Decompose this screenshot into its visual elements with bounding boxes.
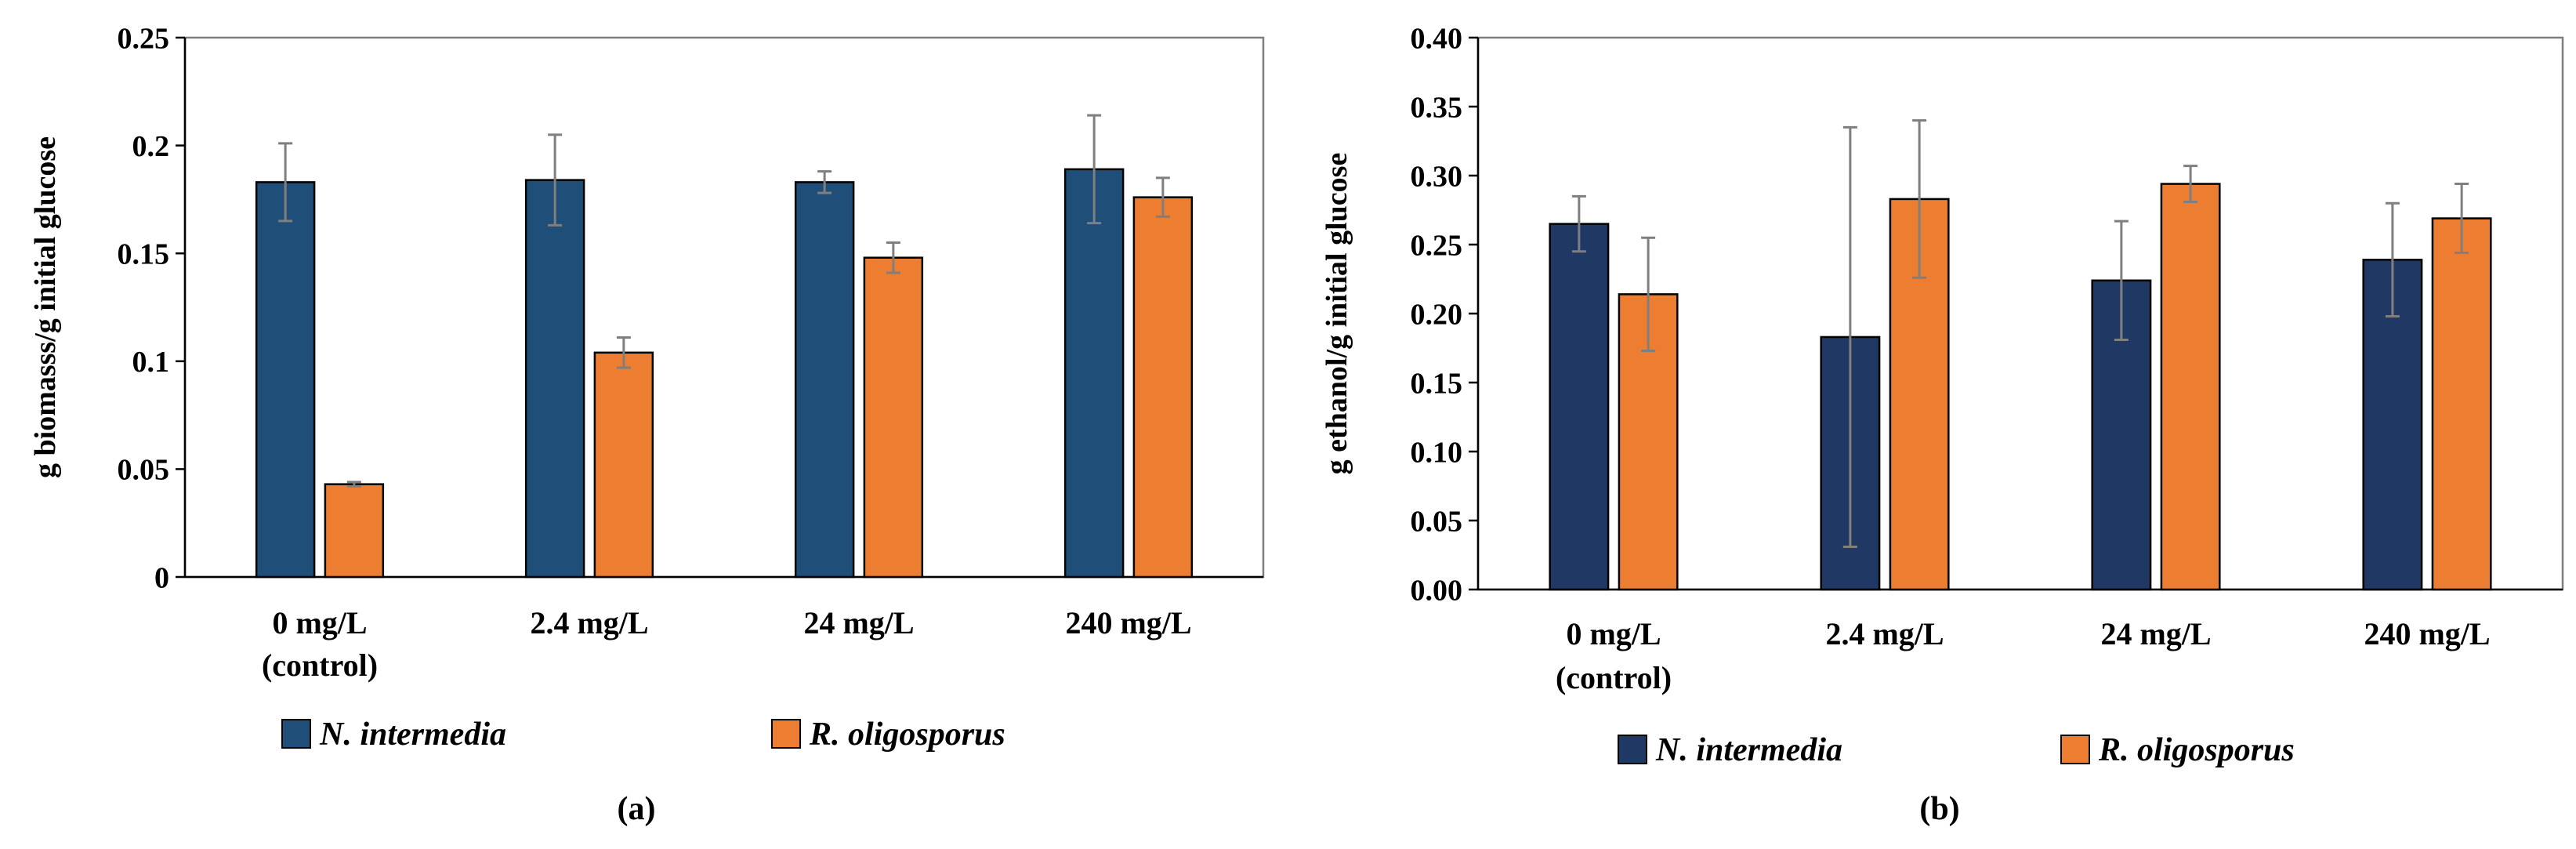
chart-panel-a: 0 0.05 0.1 0.15 0.2 0.25 g biomasss/g initial …	[29, 22, 1265, 827]
y-tick-label: 0	[154, 561, 169, 594]
y-axis-title: g ethanol/g initial glucose	[1321, 153, 1353, 475]
y-axis-title: g biomasss/g initial glucose	[29, 136, 62, 478]
y-tick-label: 0.05	[118, 454, 170, 487]
legend-label: N. intermedia	[319, 717, 506, 753]
bar	[2431, 217, 2492, 591]
y-tick-label: 0.1	[132, 346, 170, 379]
x-tick-label: 2.4 mg/L	[1825, 616, 1944, 651]
y-tick-label: 0.2	[132, 130, 170, 163]
y-tick-label: 0.10	[1411, 436, 1463, 469]
bar	[1132, 196, 1194, 579]
bar	[2160, 183, 2221, 591]
y-tick-label: 0.15	[1411, 367, 1463, 400]
y-tick-label: 0.25	[118, 22, 170, 55]
bar	[255, 181, 316, 579]
legend-label: N. intermedia	[1655, 732, 1842, 768]
bar	[593, 351, 654, 579]
legend-swatch	[281, 719, 311, 749]
panel-label: (b)	[1919, 791, 1959, 827]
bar	[1549, 223, 1610, 591]
legend-swatch	[1618, 735, 1647, 764]
y-tick-label: 0.00	[1411, 574, 1463, 607]
bar	[863, 256, 924, 579]
legend-label: R. oligosporus	[809, 717, 1005, 753]
legend-label: R. oligosporus	[2098, 732, 2295, 768]
legend-swatch	[771, 719, 801, 749]
legend-swatch	[2060, 735, 2090, 764]
x-tick-label: (control)	[1556, 660, 1672, 695]
x-tick-label: 240 mg/L	[2364, 616, 2490, 651]
x-tick-label: 24 mg/L	[2100, 616, 2211, 651]
y-tick-label: 0.20	[1411, 298, 1463, 331]
x-tick-label: 0 mg/L	[272, 605, 367, 640]
x-tick-label: 24 mg/L	[803, 605, 914, 640]
y-tick-label: 0.40	[1411, 22, 1463, 55]
panel-label: (a)	[618, 791, 656, 827]
bar	[324, 483, 385, 579]
bar	[794, 181, 855, 579]
y-tick-label: 0.15	[118, 238, 170, 271]
y-tick-label: 0.30	[1411, 160, 1463, 193]
bar	[1063, 168, 1125, 579]
x-tick-label: (control)	[262, 648, 378, 683]
y-tick-label: 0.05	[1411, 505, 1463, 538]
chart-panel-b: 0.00 0.05 0.10 0.15 0.20 0.25 0.30 0.35 0.40 g et…	[1321, 22, 2564, 827]
x-tick-label: 2.4 mg/L	[530, 605, 648, 640]
y-tick-label: 0.35	[1411, 91, 1463, 124]
x-tick-label: 240 mg/L	[1065, 605, 1191, 640]
y-tick-label: 0.25	[1411, 229, 1463, 262]
bar	[524, 179, 585, 579]
x-tick-label: 0 mg/L	[1566, 616, 1661, 651]
